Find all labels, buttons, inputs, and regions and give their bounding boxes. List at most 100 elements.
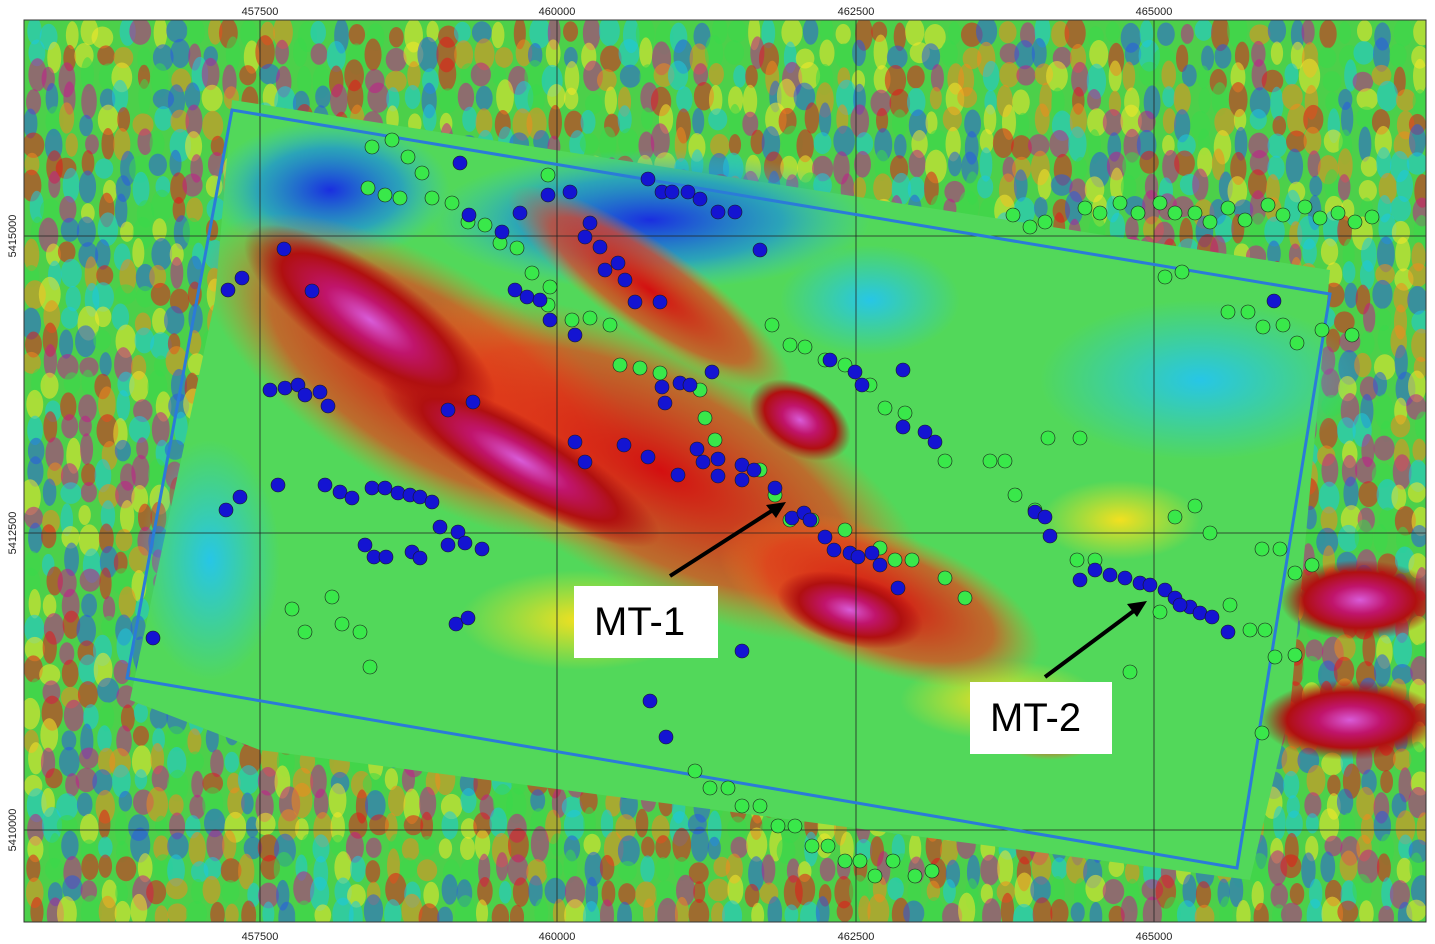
blue-point xyxy=(654,379,670,395)
y-tick-labels: 5415000 5412500 5410000 xyxy=(7,215,19,852)
green-point xyxy=(1222,597,1238,613)
blue-point xyxy=(854,377,870,393)
green-point xyxy=(1077,200,1093,216)
green-point xyxy=(782,337,798,353)
blue-point xyxy=(657,395,673,411)
green-point xyxy=(1275,317,1291,333)
map-frame xyxy=(23,19,1427,923)
blue-point xyxy=(872,557,888,573)
green-point xyxy=(804,838,820,854)
green-point xyxy=(1287,647,1303,663)
blue-point xyxy=(1072,572,1088,588)
blue-point xyxy=(710,468,726,484)
green-point xyxy=(1092,205,1108,221)
green-point xyxy=(1130,205,1146,221)
blue-point xyxy=(424,494,440,510)
blue-point xyxy=(440,402,456,418)
green-point xyxy=(1167,205,1183,221)
blue-point xyxy=(512,205,528,221)
green-point xyxy=(1040,430,1056,446)
green-point xyxy=(1167,509,1183,525)
blue-point xyxy=(542,312,558,328)
green-point xyxy=(887,552,903,568)
blue-point xyxy=(670,467,686,483)
green-point xyxy=(820,838,836,854)
blue-point xyxy=(448,616,464,632)
green-point xyxy=(1255,319,1271,335)
blue-point xyxy=(297,387,313,403)
green-point xyxy=(1347,214,1363,230)
green-point xyxy=(904,552,920,568)
blue-point xyxy=(850,549,866,565)
blue-point xyxy=(290,377,306,393)
green-point xyxy=(542,279,558,295)
blue-point xyxy=(232,489,248,505)
blue-point xyxy=(312,384,328,400)
green-point xyxy=(787,818,803,834)
blue-point xyxy=(357,537,373,553)
green-point xyxy=(937,570,953,586)
blue-point xyxy=(658,729,674,745)
green-point xyxy=(297,624,313,640)
blue-point xyxy=(540,187,556,203)
x-tick-label: 462500 xyxy=(838,6,875,18)
blue-point xyxy=(432,519,448,535)
blue-point xyxy=(582,215,598,231)
blue-point xyxy=(710,204,726,220)
green-point xyxy=(1272,541,1288,557)
blue-point xyxy=(344,490,360,506)
blue-point xyxy=(332,484,348,500)
blue-point xyxy=(752,242,768,258)
green-point xyxy=(1202,525,1218,541)
green-point xyxy=(1254,725,1270,741)
green-point xyxy=(602,317,618,333)
blue-point xyxy=(364,480,380,496)
blue-point xyxy=(390,485,406,501)
green-point xyxy=(284,601,300,617)
y-tick-label: 5410000 xyxy=(7,809,19,852)
y-tick-label: 5412500 xyxy=(7,512,19,555)
blue-point xyxy=(577,454,593,470)
blue-point xyxy=(695,454,711,470)
green-point xyxy=(377,187,393,203)
blue-point xyxy=(1266,293,1282,309)
green-point xyxy=(997,453,1013,469)
blue-point-layer xyxy=(145,155,1282,745)
blue-point xyxy=(817,529,833,545)
green-point xyxy=(364,139,380,155)
green-point xyxy=(1220,304,1236,320)
blue-point xyxy=(234,270,250,286)
green-point xyxy=(1112,195,1128,211)
green-point xyxy=(1122,664,1138,680)
blue-point xyxy=(218,502,234,518)
green-point xyxy=(837,357,853,373)
blue-point xyxy=(562,184,578,200)
green-point xyxy=(1254,541,1270,557)
blue-point xyxy=(519,289,535,305)
blue-point xyxy=(1157,582,1173,598)
anomaly-raster xyxy=(24,20,1426,922)
green-point xyxy=(897,405,913,421)
green-point xyxy=(384,132,400,148)
x-tick-label: 460000 xyxy=(539,6,576,18)
blue-point xyxy=(895,362,911,378)
blue-point xyxy=(507,282,523,298)
green-point xyxy=(734,798,750,814)
green-point xyxy=(720,780,736,796)
blue-point xyxy=(610,255,626,271)
blue-point xyxy=(1172,597,1188,613)
green-point xyxy=(1267,649,1283,665)
blue-point xyxy=(270,477,286,493)
x-tick-label: 457500 xyxy=(242,931,279,943)
survey-outline xyxy=(125,108,1332,870)
green-point xyxy=(1312,210,1328,226)
blue-point xyxy=(642,693,658,709)
green-point xyxy=(1242,622,1258,638)
blue-point xyxy=(1204,609,1220,625)
green-point xyxy=(797,339,813,355)
green-point xyxy=(752,798,768,814)
blue-point xyxy=(262,382,278,398)
blue-point xyxy=(1102,567,1118,583)
green-point xyxy=(540,167,556,183)
blue-point xyxy=(727,204,743,220)
